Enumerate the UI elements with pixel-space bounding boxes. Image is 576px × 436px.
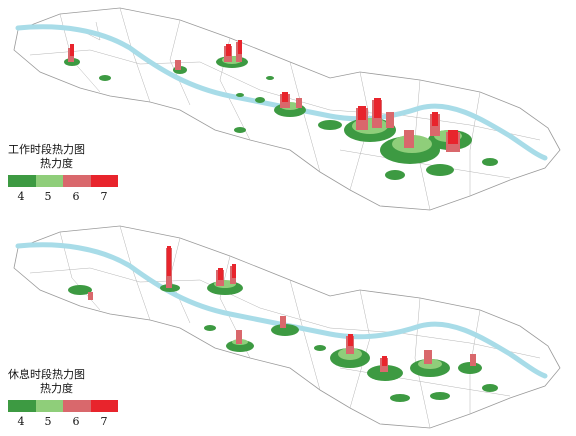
legend-tick: 7 (100, 190, 108, 203)
city-outline-map (13, 225, 561, 429)
legend-swatch-5 (35, 175, 63, 187)
legend-swatch-4 (8, 400, 36, 412)
legend-swatch-5 (35, 400, 63, 412)
legend-tick: 4 (17, 190, 25, 203)
legend-tick: 7 (100, 415, 108, 428)
river (15, 24, 548, 161)
legend-tick: 5 (44, 190, 52, 203)
heat-clusters (64, 40, 498, 180)
river (15, 242, 548, 379)
legend-title: 休息时段热力图 (8, 368, 85, 381)
legend-tick: 6 (72, 190, 80, 203)
legend-swatch-6 (63, 400, 91, 412)
rest-period-heatmap: 休息时段热力图 热力度 4 5 6 7 (0, 218, 576, 435)
legend-color-scale (8, 400, 118, 412)
city-outline-map (13, 7, 561, 211)
legend-swatch-6 (63, 175, 91, 187)
legend-tick: 5 (44, 415, 52, 428)
legend-color-scale (8, 175, 118, 187)
legend-swatch-7 (90, 175, 118, 187)
legend-tick: 4 (17, 415, 25, 428)
legend-swatch-7 (90, 400, 118, 412)
legend-swatch-4 (8, 175, 36, 187)
heat-clusters (68, 246, 498, 402)
legend-title: 工作时段热力图 (8, 143, 85, 156)
legend-tick: 6 (72, 415, 80, 428)
legend-subtitle: 热力度 (40, 382, 73, 395)
legend-subtitle: 热力度 (40, 157, 73, 170)
work-period-heatmap: 工作时段热力图 热力度 4 5 6 7 (8, 7, 561, 211)
